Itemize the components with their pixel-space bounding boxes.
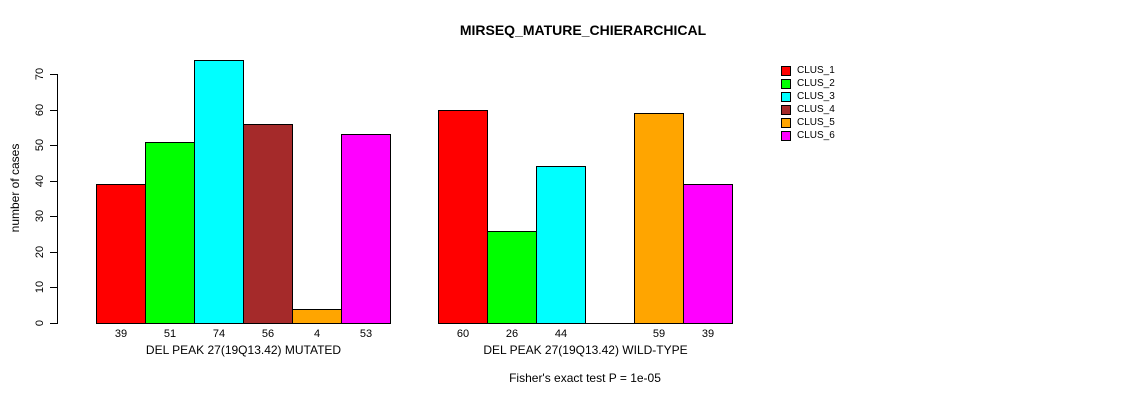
legend: CLUS_1 CLUS_2 CLUS_3 CLUS_4 CLUS_5 CLUS_6 (781, 64, 835, 142)
bar-clus_6 (341, 134, 391, 324)
legend-swatch-clus_1 (781, 65, 791, 76)
bar-value-label: 56 (261, 328, 275, 340)
y-axis-line (57, 74, 58, 324)
legend-swatch-clus_2 (781, 78, 791, 89)
group-axis-label: DEL PEAK 27(19Q13.42) WILD-TYPE (483, 343, 688, 357)
legend-label: CLUS_1 (797, 65, 835, 76)
legend-label: CLUS_4 (797, 104, 835, 115)
bar-value-label: 74 (212, 328, 226, 340)
bar-clus_1 (96, 184, 146, 324)
bar-value-label: 26 (505, 328, 519, 340)
y-axis-tick (50, 252, 57, 253)
legend-label: CLUS_6 (797, 130, 835, 141)
legend-item-clus_4: CLUS_4 (781, 103, 835, 116)
legend-item-clus_5: CLUS_5 (781, 116, 835, 129)
bar-value-label: 39 (114, 328, 128, 340)
y-axis-tick (50, 145, 57, 146)
bar-clus_1 (438, 110, 488, 324)
bar-clus_4 (243, 124, 293, 324)
y-axis-label: number of cases (8, 143, 22, 233)
bar-value-label: 59 (652, 328, 666, 340)
y-axis-tick-label: 60 (34, 103, 46, 117)
bar-value-label: 44 (554, 328, 568, 340)
legend-swatch-clus_4 (781, 104, 791, 115)
y-axis-tick (50, 181, 57, 182)
y-axis-tick (50, 74, 57, 75)
legend-item-clus_1: CLUS_1 (781, 64, 835, 77)
legend-label: CLUS_5 (797, 117, 835, 128)
group-axis-label: DEL PEAK 27(19Q13.42) MUTATED (145, 343, 342, 357)
bar-clus_5 (292, 309, 342, 324)
bar-clus_3 (536, 166, 586, 324)
y-axis-tick-label: 10 (34, 280, 46, 294)
y-axis-tick (50, 323, 57, 324)
legend-swatch-clus_3 (781, 91, 791, 102)
legend-label: CLUS_3 (797, 91, 835, 102)
y-axis-tick-label: 30 (34, 209, 46, 223)
bar-clus_5 (634, 113, 684, 324)
bar-value-label: 60 (456, 328, 470, 340)
bar-clus_2 (145, 142, 195, 324)
legend-swatch-clus_6 (781, 130, 791, 141)
bar-value-label: 53 (359, 328, 373, 340)
legend-label: CLUS_2 (797, 78, 835, 89)
bar-clus_4-zero (585, 323, 635, 324)
y-axis-tick-label: 40 (34, 174, 46, 188)
y-axis-tick-label: 70 (34, 67, 46, 81)
legend-item-clus_6: CLUS_6 (781, 129, 835, 142)
footnote: Fisher's exact test P = 1e-05 (509, 371, 661, 385)
bar-clus_3 (194, 60, 244, 324)
bar-value-label: 39 (701, 328, 715, 340)
chart-title: MIRSEQ_MATURE_CHIERARCHICAL (459, 22, 707, 38)
y-axis-tick (50, 110, 57, 111)
y-axis-tick (50, 287, 57, 288)
bar-clus_2 (487, 231, 537, 324)
bar-value-label: 51 (163, 328, 177, 340)
y-axis-tick-label: 20 (34, 245, 46, 259)
legend-item-clus_2: CLUS_2 (781, 77, 835, 90)
y-axis-tick-label: 50 (34, 138, 46, 152)
bar-value-label: 4 (313, 328, 321, 340)
y-axis-tick (50, 216, 57, 217)
legend-swatch-clus_5 (781, 117, 791, 128)
legend-item-clus_3: CLUS_3 (781, 90, 835, 103)
y-axis-tick-label: 0 (34, 319, 46, 327)
bar-clus_6 (683, 184, 733, 324)
